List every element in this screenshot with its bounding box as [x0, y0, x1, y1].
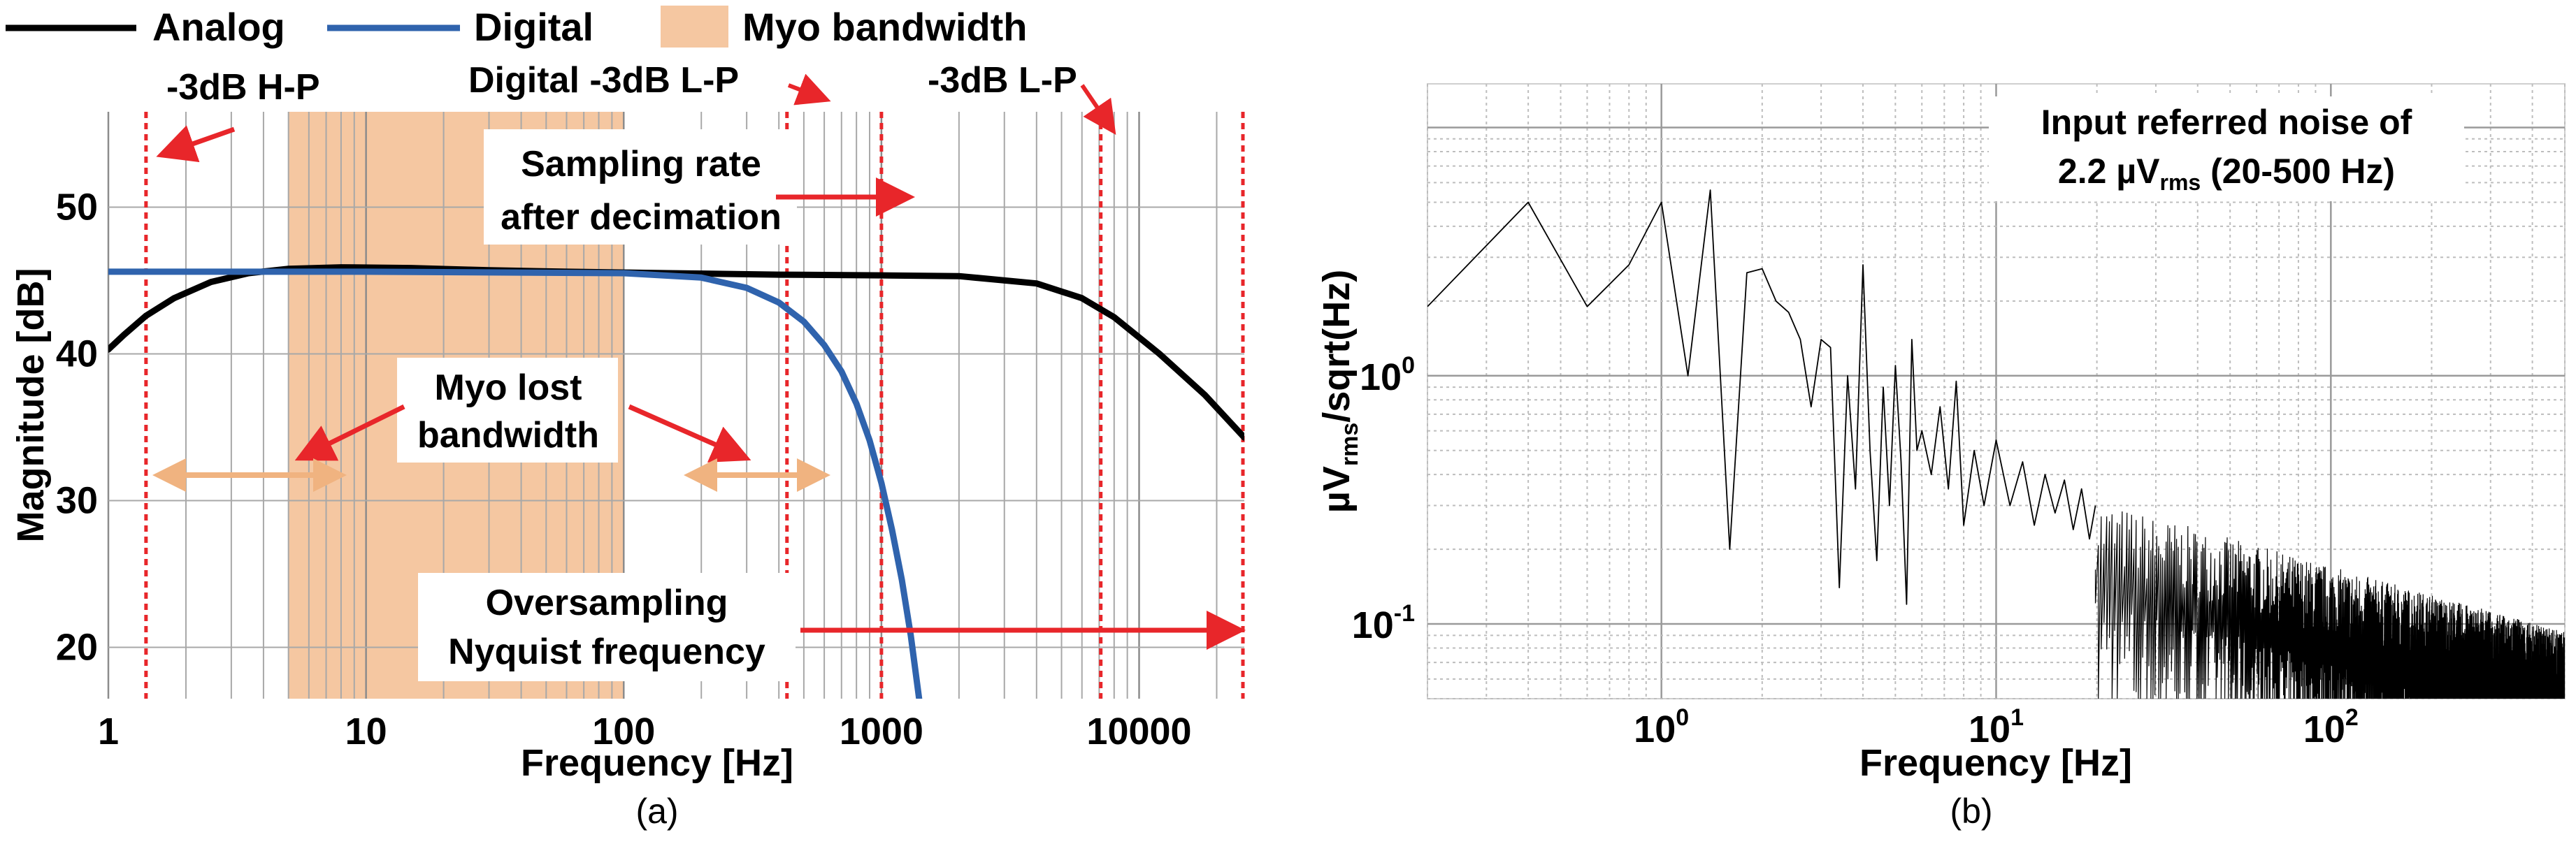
panel-a-xlabel: Frequency [Hz] [521, 742, 793, 784]
label-hp: -3dB H-P [166, 67, 320, 108]
label-sampling-line2: after decimation [501, 197, 782, 238]
legend: Analog Digital Myo bandwidth [6, 5, 1028, 49]
panel-b-ylabel-tail: /sqrt(Hz) [1316, 270, 1358, 423]
noise-value-subscript: rms [2159, 170, 2201, 195]
series-noise-psd-dense [2094, 511, 2565, 699]
label-oversampling-line1: Oversampling [486, 583, 728, 623]
legend-analog-label: Analog [152, 5, 285, 49]
panel-b-ylabel-sub: rms [1337, 423, 1363, 466]
label-digital-lp: Digital -3dB L-P [468, 60, 739, 101]
y-tick-label: 30 [56, 480, 98, 522]
legend-myo-label: Myo bandwidth [742, 5, 1028, 49]
x-tick-label: 1000 [840, 711, 923, 752]
label-myo-lost-line2: bandwidth [417, 415, 599, 456]
x-tick-label: 10000 [1086, 711, 1191, 752]
panel-a-reference-lines [144, 112, 1245, 699]
x-tick-label: 100 [1634, 704, 1689, 750]
series-digital [108, 268, 923, 699]
panel-b-chart: 100 101 102 10-1 100 Input referred noise of… [1316, 83, 2566, 831]
noise-annotation-box [1989, 96, 2464, 201]
y-tick-label: 10-1 [1352, 600, 1415, 646]
sampling-label-box [484, 129, 797, 245]
noise-annotation-line1: Input referred noise of [2041, 103, 2412, 142]
series-noise-psd [1427, 189, 2096, 605]
series-analog [108, 264, 1244, 441]
noise-range: (20-500 Hz) [2201, 152, 2395, 191]
myo-lost-label-box [397, 358, 618, 463]
arrow-lp [1080, 84, 1116, 135]
arrow-digital-lp [787, 73, 831, 106]
panel-b-series [1427, 189, 2565, 699]
oversampling-label-box [418, 573, 796, 681]
panel-a-chart: 1 10 100 1000 10000 20 30 40 50 -3dB H-P Digital… [10, 60, 1246, 831]
arrow-myo-lost-right [628, 404, 751, 463]
x-tick-label: 100 [592, 711, 655, 752]
label-sampling-line1: Sampling rate [521, 144, 761, 184]
y-tick-label: 50 [56, 187, 98, 228]
y-tick-label: 40 [56, 333, 98, 375]
y-tick-label: 20 [56, 627, 98, 669]
label-oversampling-line2: Nyquist frequency [448, 632, 765, 672]
x-tick-label: 1 [98, 711, 119, 752]
panel-a-caption: (a) [635, 792, 678, 831]
arrow-hp [156, 125, 236, 163]
label-lp: -3dB L-P [928, 60, 1077, 101]
legend-myo-swatch [661, 6, 728, 48]
panel-a-tick-labels: 1 10 100 1000 10000 20 30 40 50 [56, 187, 1192, 753]
arrow-myo-lost-left [294, 404, 405, 461]
panel-b-ylabel: µVrms/sqrt(Hz) [1316, 270, 1363, 514]
x-tick-label: 102 [2303, 704, 2359, 750]
noise-value: 2.2 µV [2058, 152, 2160, 191]
panel-a-series [108, 264, 1244, 699]
x-tick-label: 10 [345, 711, 387, 752]
panel-b-ylabel-main: µV [1316, 466, 1358, 513]
x-tick-label: 101 [1969, 704, 2024, 750]
panel-b-tick-labels: 100 101 102 10-1 100 [1352, 352, 2359, 750]
label-myo-lost-line1: Myo lost [435, 368, 582, 408]
panel-b-xlabel: Frequency [Hz] [1859, 742, 2132, 784]
legend-digital-label: Digital [474, 5, 593, 49]
panel-b-caption: (b) [1950, 792, 1992, 831]
y-tick-label: 100 [1360, 352, 1415, 398]
noise-annotation-line2: 2.2 µVrms (20-500 Hz) [2058, 152, 2395, 195]
panel-a-ylabel: Magnitude [dB] [10, 268, 52, 543]
